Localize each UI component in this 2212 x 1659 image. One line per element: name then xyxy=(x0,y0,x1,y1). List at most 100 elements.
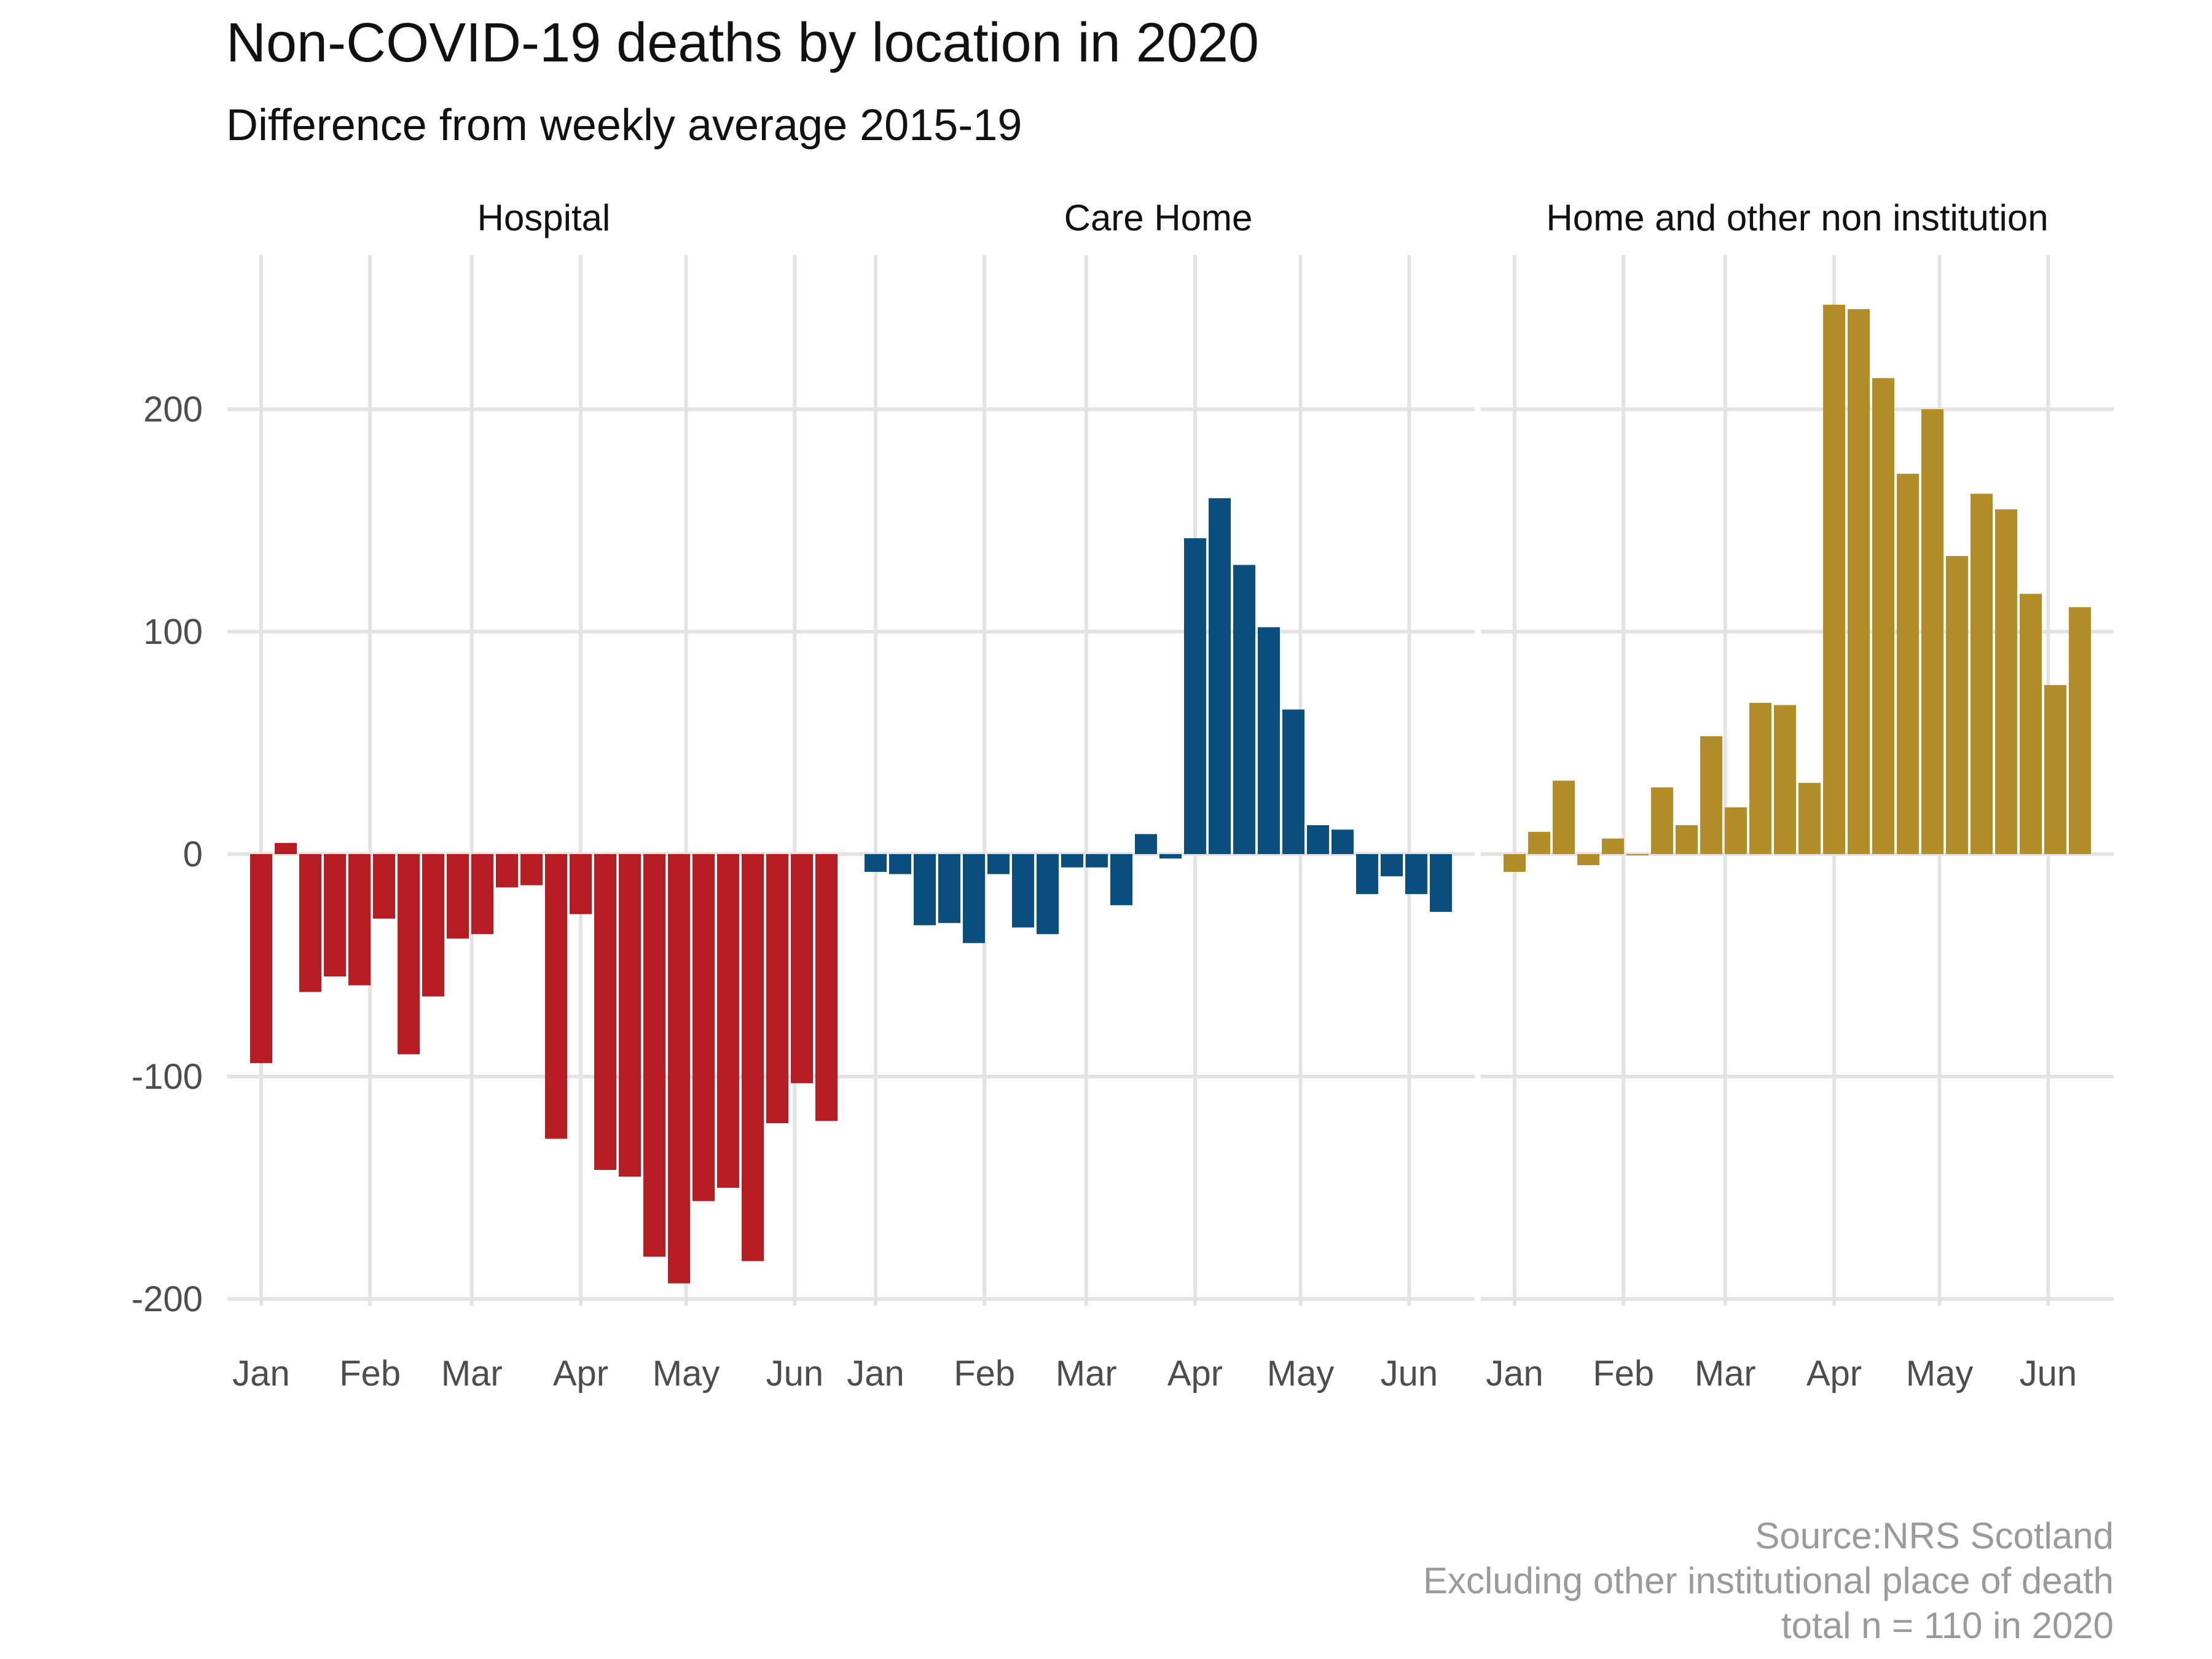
x-tick-label: Jun xyxy=(766,1354,824,1394)
bar xyxy=(1233,565,1255,854)
facet-panel: Care Home Jan Feb Mar Apr May Jun xyxy=(842,197,1475,1394)
bar xyxy=(1332,830,1354,854)
bar xyxy=(594,854,616,1171)
chart-title: Non-COVID-19 deaths by location in 2020 xyxy=(226,12,1259,74)
bar xyxy=(1823,304,1845,854)
bar xyxy=(299,854,321,992)
y-tick-label: 0 xyxy=(183,834,203,874)
bar xyxy=(1676,825,1698,854)
caption-line-note: Excluding other institutional place of d… xyxy=(1423,1560,2114,1601)
bar xyxy=(422,854,444,997)
x-tick-label: Feb xyxy=(339,1354,401,1394)
bar xyxy=(1725,807,1747,854)
bar xyxy=(2044,684,2066,854)
bar xyxy=(1184,538,1206,854)
bar xyxy=(520,854,543,885)
x-tick-label: Apr xyxy=(1167,1354,1223,1394)
y-tick-label: -100 xyxy=(131,1057,203,1097)
facet-panel: Home and other non institution Jan Feb Mar A… xyxy=(1481,197,2114,1394)
bar xyxy=(865,854,887,872)
bar xyxy=(471,854,493,935)
x-tick-label: Jun xyxy=(2020,1354,2077,1394)
chart-caption: Source:NRS Scotland Excluding other inst… xyxy=(1423,1515,2114,1646)
bar xyxy=(766,854,788,1124)
bar xyxy=(1872,378,1894,854)
bar xyxy=(1209,498,1231,854)
bar xyxy=(987,854,1010,874)
x-tick-label: Jan xyxy=(847,1354,904,1394)
bar xyxy=(1381,854,1403,877)
x-tick-label: May xyxy=(653,1354,720,1394)
bar xyxy=(1946,555,1968,854)
bar xyxy=(275,842,297,854)
bar xyxy=(447,854,469,939)
x-tick-label: Feb xyxy=(1593,1354,1654,1394)
bar xyxy=(545,854,567,1139)
bar xyxy=(1700,736,1722,854)
bar xyxy=(570,854,592,914)
bar xyxy=(1848,309,1870,855)
bar xyxy=(938,854,960,924)
bar xyxy=(1135,834,1157,854)
bar xyxy=(1774,705,1796,854)
bar xyxy=(1356,854,1378,895)
bar xyxy=(914,854,936,925)
bar xyxy=(496,854,518,888)
y-tick-label: 200 xyxy=(143,390,203,429)
bar xyxy=(889,854,911,874)
bar xyxy=(1504,854,1526,872)
bar xyxy=(1798,783,1821,854)
bar xyxy=(668,854,690,1284)
bar xyxy=(1037,854,1059,935)
bar xyxy=(815,854,837,1121)
bar xyxy=(717,854,739,1188)
bar xyxy=(1553,780,1575,854)
x-tick-label: Jun xyxy=(1381,1354,1438,1394)
bar xyxy=(1159,854,1182,859)
y-tick-label: 100 xyxy=(143,612,203,652)
bar xyxy=(1430,854,1452,912)
bar xyxy=(692,854,715,1201)
bar xyxy=(791,854,813,1083)
bar xyxy=(1061,854,1083,868)
x-tick-label: May xyxy=(1906,1354,1974,1394)
facet-label: Care Home xyxy=(1064,197,1253,238)
x-tick-label: Jan xyxy=(1486,1354,1543,1394)
x-tick-label: Mar xyxy=(1056,1354,1117,1394)
bar xyxy=(1897,473,1919,854)
facet-label: Home and other non institution xyxy=(1546,197,2048,238)
bar xyxy=(1528,831,1550,854)
x-tick-label: Mar xyxy=(1695,1354,1756,1394)
bar xyxy=(643,854,665,1257)
bar xyxy=(1577,854,1599,866)
bar xyxy=(619,854,641,1177)
bar xyxy=(1749,702,1771,854)
y-tick-label: -200 xyxy=(131,1279,203,1319)
bar xyxy=(1258,627,1280,854)
bar xyxy=(742,854,764,1261)
x-tick-label: Apr xyxy=(553,1354,608,1394)
chart-subtitle: Difference from weekly average 2015-19 xyxy=(226,101,1022,150)
y-axis: -200 -100 0 100 200 xyxy=(131,390,203,1319)
bar xyxy=(1921,409,1943,854)
bar xyxy=(1971,493,1993,854)
bar xyxy=(1012,854,1034,928)
bar xyxy=(324,854,346,977)
x-tick-label: Apr xyxy=(1806,1354,1862,1394)
bar xyxy=(963,854,985,943)
bar xyxy=(250,854,272,1064)
bar xyxy=(2020,594,2042,854)
x-tick-label: Jan xyxy=(232,1354,290,1394)
bar xyxy=(1405,854,1427,895)
facet-panels: Hospital Jan Feb Mar Apr May Jun Care Home Jan Fe… xyxy=(227,197,2114,1394)
x-tick-label: Mar xyxy=(441,1354,503,1394)
facet-label: Hospital xyxy=(477,197,611,238)
bar xyxy=(1110,854,1132,906)
bar xyxy=(1086,854,1108,868)
bar xyxy=(2069,607,2091,854)
x-tick-label: Feb xyxy=(954,1354,1015,1394)
bar xyxy=(373,854,395,919)
facet-panel: Hospital Jan Feb Mar Apr May Jun xyxy=(227,197,860,1394)
bar xyxy=(1602,838,1624,854)
bar xyxy=(348,854,371,986)
